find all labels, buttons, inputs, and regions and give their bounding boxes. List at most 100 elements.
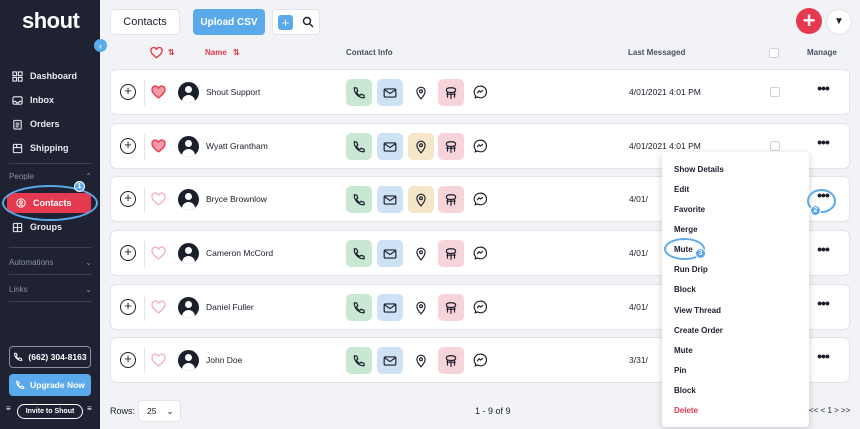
more-options-button[interactable]: ••• xyxy=(817,134,830,150)
email-button[interactable] xyxy=(377,294,403,321)
location-button[interactable] xyxy=(408,347,434,374)
sms-button[interactable] xyxy=(438,240,464,267)
contact-name[interactable]: Cameron McCord xyxy=(206,248,274,258)
row-checkbox[interactable] xyxy=(770,87,780,97)
sms-button[interactable] xyxy=(438,133,464,160)
tab-contacts[interactable]: Contacts xyxy=(110,9,180,35)
menu-item-delete[interactable]: Delete xyxy=(674,406,699,415)
section-links[interactable]: Links ⌄ xyxy=(9,285,92,294)
menu-item-create-order[interactable]: Create Order xyxy=(674,326,723,335)
call-button[interactable] xyxy=(346,240,372,267)
add-to-group-button[interactable]: + xyxy=(120,245,136,261)
more-options-button[interactable]: ••• xyxy=(817,348,830,364)
collapse-sidebar-button[interactable]: ‹ xyxy=(94,39,107,52)
contact-name[interactable]: Wyatt Grantham xyxy=(206,141,268,151)
menu-item-view-thread[interactable]: View Thread xyxy=(674,306,721,315)
more-options-button[interactable]: ••• xyxy=(817,80,830,96)
call-button[interactable] xyxy=(346,347,372,374)
sidebar-item-groups[interactable]: Groups xyxy=(12,218,62,236)
rows-per-page-select[interactable]: 25 ⌄ xyxy=(138,400,181,422)
location-button[interactable] xyxy=(408,133,434,160)
avatar[interactable] xyxy=(178,82,199,103)
call-button[interactable] xyxy=(346,133,372,160)
heart-sort-icon[interactable] xyxy=(150,47,163,59)
email-button[interactable] xyxy=(377,79,403,106)
email-button[interactable] xyxy=(377,186,403,213)
contact-name[interactable]: Daniel Fuller xyxy=(206,302,254,312)
sort-arrow-icon[interactable]: ⇅ xyxy=(233,48,240,57)
add-to-group-button[interactable]: + xyxy=(120,352,136,368)
sparkle-icon: ≡ xyxy=(6,404,11,413)
sms-button[interactable] xyxy=(438,347,464,374)
avatar[interactable] xyxy=(178,189,199,210)
table-row[interactable]: + Shout Support 4/01/2021 4:01 PM ••• xyxy=(110,69,850,115)
add-to-group-button[interactable]: + xyxy=(120,84,136,100)
messenger-icon[interactable] xyxy=(473,192,487,206)
email-button[interactable] xyxy=(377,133,403,160)
menu-item-block-2[interactable]: Block xyxy=(674,386,696,395)
sms-button[interactable] xyxy=(438,79,464,106)
section-automations[interactable]: Automations ⌄ xyxy=(9,258,92,267)
menu-item-show-details[interactable]: Show Details xyxy=(674,165,724,174)
row-checkbox[interactable] xyxy=(770,141,780,151)
contact-name[interactable]: John Doe xyxy=(206,355,243,365)
avatar[interactable] xyxy=(178,297,199,318)
menu-item-edit[interactable]: Edit xyxy=(674,185,690,194)
heart-icon[interactable] xyxy=(151,353,166,368)
add-contact-button[interactable]: + xyxy=(278,15,293,30)
contact-name[interactable]: Bryce Brownlow xyxy=(206,194,267,204)
sms-button[interactable] xyxy=(438,294,464,321)
select-all-checkbox[interactable] xyxy=(769,48,779,58)
heart-icon[interactable] xyxy=(151,300,166,315)
account-dropdown-button[interactable]: ▼ xyxy=(826,9,852,35)
avatar[interactable] xyxy=(178,243,199,264)
menu-item-block[interactable]: Block xyxy=(674,285,696,294)
sort-arrow-icon[interactable]: ⇅ xyxy=(168,48,175,57)
avatar[interactable] xyxy=(178,350,199,371)
menu-item-run-drip[interactable]: Run Drip xyxy=(674,265,708,274)
invite-button[interactable]: Invite to Shout xyxy=(17,404,83,419)
menu-item-favorite[interactable]: Favorite xyxy=(674,205,706,214)
header-name[interactable]: Name xyxy=(205,48,227,57)
upgrade-button[interactable]: Upgrade Now xyxy=(9,374,91,396)
heart-icon[interactable] xyxy=(151,192,166,207)
more-options-button[interactable]: ••• xyxy=(817,241,830,257)
sidebar-item-shipping[interactable]: Shipping xyxy=(12,139,69,157)
avatar[interactable] xyxy=(178,136,199,157)
more-options-button[interactable]: ••• xyxy=(817,295,830,311)
menu-item-mute-2[interactable]: Mute xyxy=(674,346,693,355)
sidebar-item-inbox[interactable]: Inbox xyxy=(12,91,54,109)
call-button[interactable] xyxy=(346,186,372,213)
menu-item-pin[interactable]: Pin xyxy=(674,366,687,375)
heart-icon[interactable] xyxy=(151,139,166,154)
sms-button[interactable] xyxy=(438,186,464,213)
add-to-group-button[interactable]: + xyxy=(120,138,136,154)
messenger-icon[interactable] xyxy=(473,246,487,260)
email-button[interactable] xyxy=(377,240,403,267)
search-icon[interactable] xyxy=(302,16,314,28)
menu-item-merge[interactable]: Merge xyxy=(674,225,698,234)
create-new-button[interactable]: + xyxy=(796,8,822,34)
heart-icon[interactable] xyxy=(151,85,166,100)
upload-csv-button[interactable]: Upload CSV xyxy=(193,9,265,35)
sidebar-item-orders[interactable]: Orders xyxy=(12,115,60,133)
add-to-group-button[interactable]: + xyxy=(120,191,136,207)
email-button[interactable] xyxy=(377,347,403,374)
messenger-icon[interactable] xyxy=(473,139,487,153)
contact-name[interactable]: Shout Support xyxy=(206,87,261,97)
messenger-icon[interactable] xyxy=(473,85,487,99)
call-button[interactable] xyxy=(346,294,372,321)
messenger-icon[interactable] xyxy=(473,353,487,367)
location-button[interactable] xyxy=(408,294,434,321)
location-button[interactable] xyxy=(408,240,434,267)
add-to-group-button[interactable]: + xyxy=(120,299,136,315)
pagination[interactable]: << < 1 > >> xyxy=(809,406,851,415)
section-people[interactable]: People ⌃ xyxy=(9,172,92,181)
messenger-icon[interactable] xyxy=(473,300,487,314)
call-button[interactable] xyxy=(346,79,372,106)
location-button[interactable] xyxy=(408,186,434,213)
phone-number-button[interactable]: (662) 304-8163 xyxy=(9,346,91,368)
sidebar-item-dashboard[interactable]: Dashboard xyxy=(12,67,77,85)
heart-icon[interactable] xyxy=(151,246,166,261)
location-button[interactable] xyxy=(408,79,434,106)
